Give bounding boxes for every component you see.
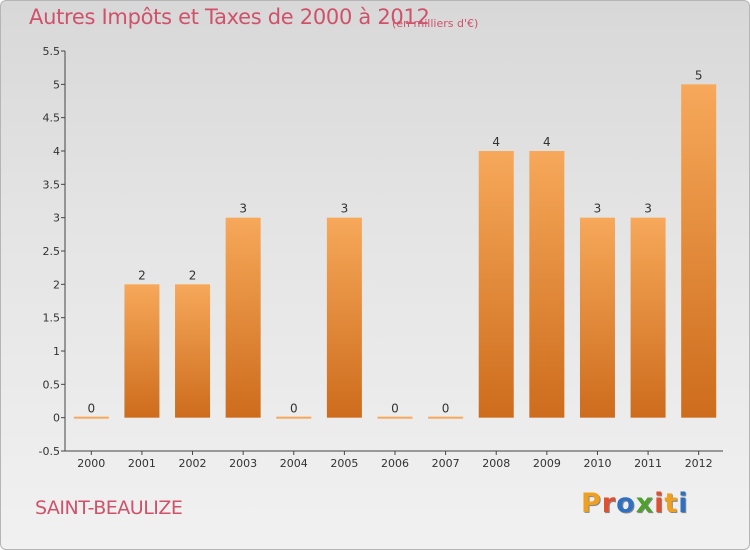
- commune-name: SAINT-BEAULIZE: [35, 497, 183, 519]
- x-tick-label: 2011: [634, 457, 662, 470]
- x-tick-label: 2005: [330, 457, 358, 470]
- data-label: 0: [290, 402, 298, 416]
- y-tick-label: 2.5: [43, 245, 61, 258]
- axes: [64, 51, 723, 452]
- logo-letter: i: [654, 488, 665, 519]
- data-label: 2: [189, 268, 197, 282]
- x-axis-ticks: 2000 2001 2002 2003 2004 2005 2006 2007 2008 2009…: [77, 451, 713, 470]
- data-label: 3: [594, 202, 602, 216]
- bar: [225, 217, 261, 418]
- data-label: 0: [87, 402, 95, 416]
- y-tick-label: 0.5: [43, 378, 61, 391]
- bar: [326, 217, 362, 418]
- x-tick-label: 2003: [229, 457, 257, 470]
- bar: [681, 84, 717, 418]
- y-tick-label: 1: [53, 345, 60, 358]
- bar: [478, 151, 514, 418]
- logo-letter: P: [581, 488, 602, 519]
- bar: [73, 416, 109, 419]
- logo-letter: x: [635, 488, 655, 519]
- bar: [276, 416, 312, 419]
- x-tick-label: 2010: [583, 457, 611, 470]
- proxiti-logo[interactable]: Proxiti: [581, 488, 689, 519]
- data-label: 0: [391, 402, 399, 416]
- x-tick-label: 2007: [432, 457, 460, 470]
- y-tick-label: 5: [53, 78, 60, 91]
- data-label: 3: [644, 202, 652, 216]
- bar: [175, 284, 211, 418]
- data-label: 4: [492, 135, 500, 149]
- data-label: 5: [695, 68, 703, 82]
- bar: [124, 284, 160, 418]
- y-tick-label: 3: [53, 212, 60, 225]
- x-tick-label: 2002: [179, 457, 207, 470]
- y-tick-label: 1.5: [43, 312, 61, 325]
- y-tick-label: 0: [53, 412, 60, 425]
- data-label: 3: [341, 202, 349, 216]
- x-tick-label: 2004: [280, 457, 308, 470]
- bar: [630, 217, 666, 418]
- y-tick-label: 4.5: [43, 112, 61, 125]
- data-label: 0: [442, 402, 450, 416]
- y-tick-label: 5.5: [43, 45, 61, 58]
- chart-subtitle: (en milliers d'€): [392, 17, 479, 30]
- data-labels: 0 2 2 3 0 3 0 0 4 4 3 3 5: [87, 68, 702, 415]
- bars: [73, 84, 717, 419]
- x-tick-label: 2001: [128, 457, 156, 470]
- logo-letter: r: [601, 488, 617, 519]
- x-tick-label: 2012: [685, 457, 713, 470]
- chart-title: Autres Impôts et Taxes de 2000 à 2012: [29, 5, 430, 29]
- x-tick-label: 2000: [77, 457, 105, 470]
- logo-letter: t: [664, 488, 679, 519]
- y-tick-label: 3.5: [43, 178, 61, 191]
- bar: [377, 416, 413, 419]
- x-tick-label: 2006: [381, 457, 409, 470]
- y-tick-label: -0.5: [39, 445, 60, 458]
- bar: [579, 217, 615, 418]
- data-label: 2: [138, 268, 146, 282]
- y-axis-ticks: -0.5 0 0.5 1 1.5 2 2.5 3 3.5 4 4.5 5 5.5: [39, 45, 65, 458]
- logo-letter: i: [678, 488, 689, 519]
- data-label: 4: [543, 135, 551, 149]
- data-label: 3: [239, 202, 247, 216]
- y-tick-label: 2: [53, 278, 60, 291]
- y-tick-label: 4: [53, 145, 60, 158]
- x-tick-label: 2009: [533, 457, 561, 470]
- bar: [428, 416, 464, 419]
- x-tick-label: 2008: [482, 457, 510, 470]
- logo-letter: o: [616, 488, 636, 519]
- bar: [529, 151, 565, 418]
